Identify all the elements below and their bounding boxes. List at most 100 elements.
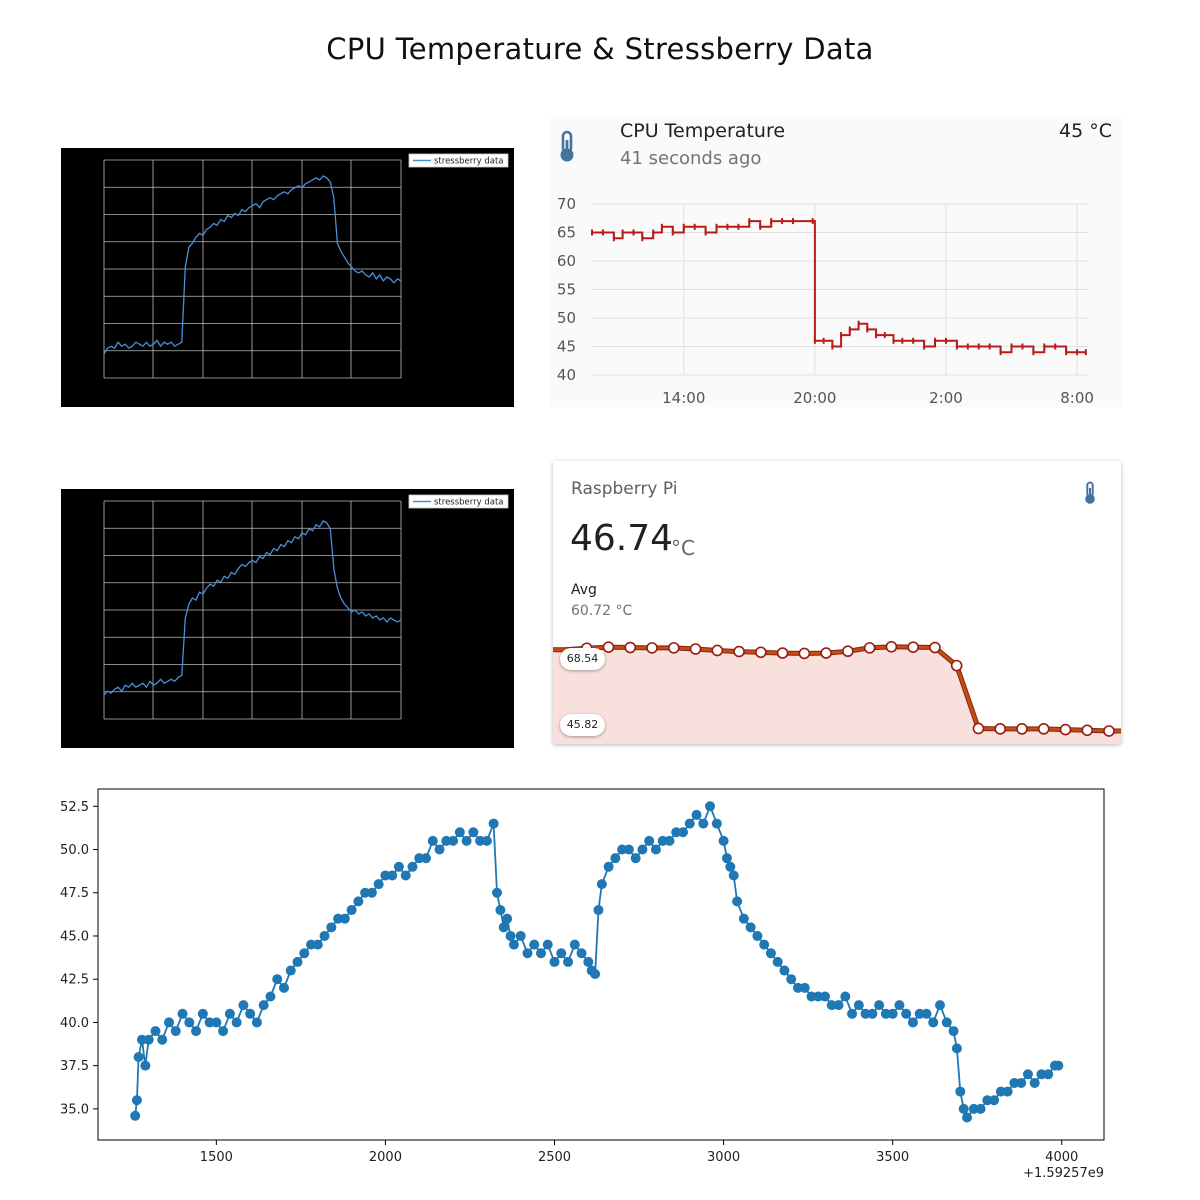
ha-data-point — [770, 218, 773, 225]
scatter-data-point — [711, 818, 722, 829]
ha-data-point — [999, 349, 1002, 356]
x-tick-label: 2500 — [538, 1150, 571, 1165]
rpi-data-point — [733, 645, 745, 658]
scatter-data-point — [678, 827, 689, 838]
scatter-data-point — [901, 1008, 912, 1019]
rpi-current-value: 46.74 — [570, 518, 674, 559]
scatter-data-point — [529, 939, 540, 950]
ha-data-point — [811, 218, 814, 225]
scatter-data-point — [958, 1103, 969, 1114]
raspberry-pi-card[interactable]: Raspberry Pi 46.74 °C Avg 60.72 °C 68.54… — [553, 461, 1121, 744]
ha-x-tick-label: 2:00 — [929, 389, 963, 407]
ha-data-point — [1043, 343, 1046, 350]
scatter-data-point — [238, 1000, 249, 1011]
rpi-sparkline — [553, 640, 1121, 744]
rpi-data-point — [950, 659, 963, 672]
ha-data-point — [840, 332, 843, 339]
scatter-data-point — [1022, 1069, 1033, 1080]
y-tick-label: 40.0 — [60, 1016, 89, 1031]
ha-card-subtitle: 41 seconds ago — [620, 148, 762, 169]
scatter-data-point — [170, 1026, 181, 1037]
scatter-data-point — [989, 1095, 1000, 1106]
ha-data-point — [955, 343, 958, 350]
ha-data-point — [892, 337, 895, 344]
scatter-data-point — [759, 939, 770, 950]
ha-history-chart: 70 65 60 55 50 45 40 14:00 20:00 2:00 8:00 — [557, 195, 1094, 407]
scatter-data-point — [502, 913, 513, 924]
rpi-data-point — [602, 641, 615, 653]
scatter-data-point — [867, 1008, 878, 1019]
ha-history-card[interactable]: CPU Temperature 41 seconds ago 45 °C 70 6… — [550, 116, 1122, 407]
scatter-data-point — [650, 844, 661, 855]
ha-data-point — [693, 223, 696, 230]
rpi-data-point — [668, 642, 680, 654]
ha-y-tick-label: 40 — [557, 366, 576, 384]
scatter-data-point — [610, 853, 621, 864]
scatter-data-point — [468, 827, 479, 838]
ha-data-point — [641, 235, 644, 242]
rpi-data-point — [1081, 724, 1094, 737]
scatter-data-point — [265, 991, 276, 1002]
ha-data-point — [944, 337, 947, 344]
ha-x-tick-label: 8:00 — [1060, 389, 1094, 407]
ha-data-point — [934, 337, 937, 344]
scatter-data-point — [590, 969, 601, 980]
scatter-data-point — [508, 939, 519, 950]
scatter-data-point — [833, 1000, 844, 1011]
ha-data-point — [748, 218, 751, 225]
rpi-data-point — [929, 641, 941, 654]
plot-frame — [97, 788, 1105, 1141]
ha-y-tick-label: 60 — [557, 252, 576, 270]
rpi-avg-value: 60.72 °C — [571, 603, 633, 619]
ha-data-point — [591, 229, 593, 236]
ha-data-point — [682, 223, 685, 230]
scatter-data-point — [874, 1000, 885, 1011]
ha-y-tick-label: 65 — [557, 224, 576, 242]
ha-data-point — [1065, 349, 1068, 356]
scatter-data-point — [705, 801, 716, 812]
scatter-data-point — [732, 896, 743, 907]
scatter-data-point — [434, 844, 445, 855]
scatter-data-point — [495, 905, 506, 916]
scatter-data-point — [603, 861, 614, 872]
scatter-data-point — [407, 861, 418, 872]
rpi-area-fill — [553, 646, 1121, 744]
scatter-data-point — [461, 835, 472, 846]
scatter-data-point — [772, 956, 783, 967]
ha-x-tick-label: 20:00 — [793, 389, 836, 407]
min-badge: 45.82 — [560, 714, 605, 736]
stressberry-chart-1-svg: stressberry data — [103, 153, 509, 379]
ha-y-tick-label: 70 — [557, 195, 576, 213]
scatter-data-point — [698, 818, 709, 829]
ha-data-point — [1010, 343, 1013, 350]
scatter-data-point — [346, 905, 357, 916]
scatter-data-point — [718, 835, 729, 846]
scatter-data-point — [505, 930, 516, 941]
scatter-data-point — [211, 1017, 222, 1028]
rpi-data-point — [994, 723, 1007, 735]
ha-data-point — [822, 337, 825, 344]
ha-data-point — [737, 223, 740, 230]
scatter-data-point — [975, 1103, 986, 1114]
ha-data-point — [813, 337, 816, 344]
legend-label: stressberry data — [434, 157, 504, 167]
scatter-data-point — [928, 1017, 939, 1028]
ha-data-point — [866, 326, 869, 333]
ha-data-point — [781, 218, 784, 225]
x-tick-label: 3500 — [876, 1150, 909, 1165]
y-tick-label: 37.5 — [60, 1059, 89, 1074]
scatter-data-point — [353, 896, 364, 907]
scatter-data-point — [492, 887, 503, 898]
stressberry-series-line — [103, 520, 402, 696]
scatter-data-point — [1029, 1077, 1040, 1088]
ha-data-point — [671, 229, 674, 236]
ha-data-point — [848, 326, 851, 333]
x-tick-label: 3000 — [707, 1150, 740, 1165]
x-offset-label: +1.59257e9 — [1023, 1166, 1104, 1181]
scatter-data-point — [400, 870, 411, 881]
max-badge: 68.54 — [560, 648, 605, 670]
scatter-data-point — [593, 905, 604, 916]
scatter-data-point — [962, 1112, 973, 1123]
ha-data-point — [726, 223, 729, 230]
scatter-data-point — [258, 1000, 269, 1011]
